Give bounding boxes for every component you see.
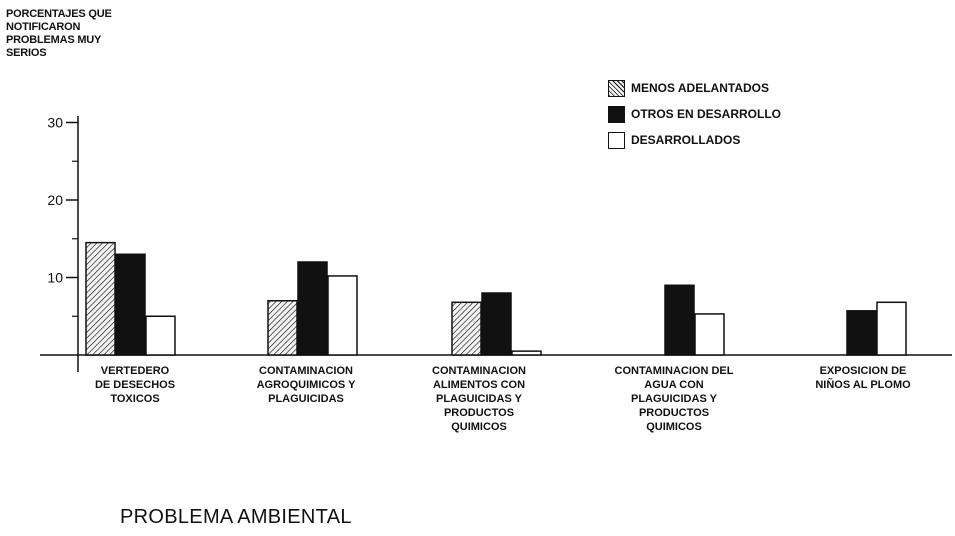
bar-menos-adelantados <box>85 241 116 356</box>
y-tick-label: 30 <box>47 115 63 131</box>
category-label-line: AGUA CON <box>644 379 704 391</box>
legend-swatch-hatched <box>608 80 625 97</box>
bar-desarrollados <box>876 301 907 356</box>
y-axis-title: PORCENTAJES QUE NOTIFICARON PROBLEMAS MU… <box>6 8 206 60</box>
y-tick-label: 20 <box>47 192 63 208</box>
category-label-line: CONTAMINACION <box>432 365 526 377</box>
legend-swatch-white <box>608 132 625 149</box>
category-label-line: PRODUCTOS <box>638 407 710 419</box>
y-axis-title-line: NOTIFICARON <box>6 21 81 33</box>
category-label-line: QUIMICOS <box>451 421 507 433</box>
category-label: EXPOSICION DE NIÑOS AL PLOMO <box>788 364 938 392</box>
legend-label: MENOS ADELANTADOS <box>631 81 769 95</box>
legend-label: OTROS EN DESARROLLO <box>631 107 782 121</box>
category-label-line: CONTAMINACION <box>259 365 353 377</box>
category-label-line: PLAGUICIDAS Y <box>631 393 717 405</box>
category-label-line: AGROQUIMICOS Y <box>256 379 356 391</box>
y-axis-title-line: SERIOS <box>6 47 47 59</box>
category-label-line: ALIMENTOS CON <box>432 379 526 391</box>
category-label: CONTAMINACION AGROQUIMICOS Y PLAGUICIDAS <box>231 364 381 406</box>
bar-desarrollados <box>145 315 176 356</box>
bar-desarrollados <box>694 313 725 356</box>
category-label-line: CONTAMINACION DEL <box>614 365 734 377</box>
x-axis-title: PROBLEMA AMBIENTAL <box>120 506 352 528</box>
y-axis-title-line: PROBLEMAS MUY <box>6 34 102 46</box>
category-label-line: PLAGUICIDAS <box>268 393 344 405</box>
bar-desarrollados <box>327 275 358 356</box>
category-label: VERTEDERO DE DESECHOS TOXICOS <box>60 364 210 406</box>
legend-swatch-solid <box>608 106 625 123</box>
bar-otros-en-desarrollo <box>846 310 877 356</box>
category-label-line: PLAGUICIDAS Y <box>436 393 522 405</box>
category-label-line: PRODUCTOS <box>443 407 515 419</box>
category-label: CONTAMINACION ALIMENTOS CON PLAGUICIDAS Y P… <box>404 364 554 434</box>
bar-otros-en-desarrollo <box>115 253 146 356</box>
category-label-line: QUIMICOS <box>646 421 702 433</box>
bar-menos-adelantados <box>267 300 298 356</box>
bar-otros-en-desarrollo <box>664 284 695 356</box>
category-label: CONTAMINACION DEL AGUA CON PLAGUICIDAS Y PR… <box>599 364 749 434</box>
bar-otros-en-desarrollo <box>481 292 512 356</box>
y-tick-label: 10 <box>47 270 63 286</box>
category-label-line: NIÑOS AL PLOMO <box>815 379 911 391</box>
bar-menos-adelantados <box>451 301 482 356</box>
category-label-line: VERTEDERO <box>100 365 170 377</box>
bar-otros-en-desarrollo <box>297 261 328 356</box>
legend-label: DESARROLLADOS <box>631 133 741 147</box>
category-label-line: DE DESECHOS <box>94 379 176 391</box>
y-axis-title-line: PORCENTAJES QUE <box>6 8 112 20</box>
category-label-line: TOXICOS <box>110 393 160 405</box>
category-label-line: EXPOSICION DE <box>819 365 907 377</box>
bar-desarrollados <box>511 350 542 356</box>
